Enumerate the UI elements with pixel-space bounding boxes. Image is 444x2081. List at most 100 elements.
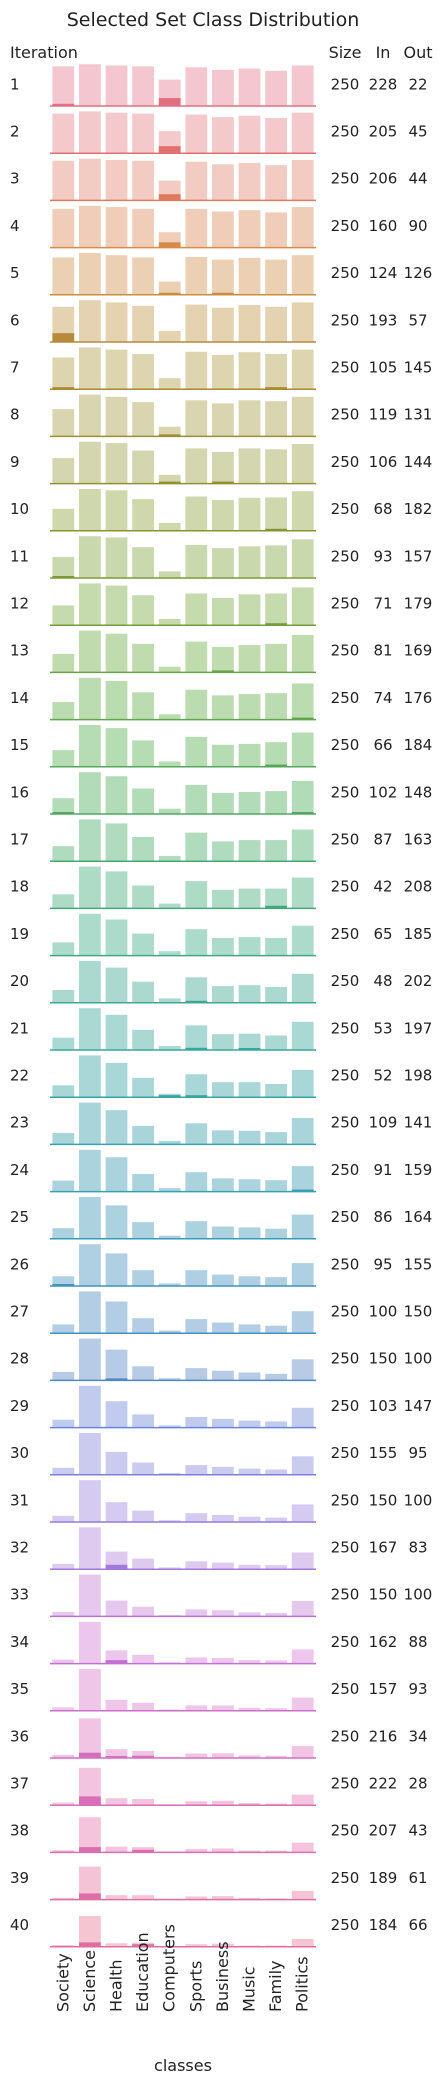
class-bar [265,742,287,767]
class-bar [238,888,261,909]
class-bar [132,837,154,862]
class-bar [291,1359,314,1381]
iteration-label: 36 [10,1727,29,1745]
class-bar [158,855,181,862]
out-value: 202 [404,972,433,990]
out-value: 155 [404,1255,433,1273]
class-bar [212,259,234,295]
iteration-row: 11 250 93 157 [10,536,432,579]
class-bar [185,1123,208,1145]
class-bar [212,1515,234,1522]
class-bar [132,1077,154,1098]
class-bar [79,1574,101,1617]
class-bar [79,1433,101,1475]
class-bar [265,1660,287,1664]
class-bar [212,986,234,1003]
size-value: 250 [331,972,360,990]
class-bar [238,210,261,248]
selected-bar [265,905,287,909]
class-bar [212,1896,234,1900]
category-label: Science [80,1950,99,2012]
class-bar [238,1033,261,1050]
iteration-label: 37 [10,1775,29,1793]
class-bar [105,871,128,909]
class-bar [265,1612,287,1617]
selected-bar [158,1095,181,1098]
iteration-label: 40 [10,1916,29,1934]
selected-bar [185,1095,208,1098]
class-bar [265,401,287,437]
class-bar [158,761,181,767]
size-value: 250 [331,1067,360,1085]
class-bar [132,499,154,531]
class-bar [158,426,181,437]
class-bar [52,1133,75,1145]
class-bar [79,1916,101,1947]
selected-bar [265,387,287,390]
class-bar [212,1705,234,1711]
class-bar [291,732,314,767]
class-bar [185,1025,208,1050]
class-bar [132,740,154,767]
out-value: 28 [408,1775,427,1793]
size-value: 250 [331,1161,360,1179]
class-bar [52,750,75,767]
class-bar [265,1421,287,1428]
class-bar [265,1035,287,1050]
class-bar [212,354,234,390]
class-bar [212,1753,234,1758]
iteration-row: 8 250 119 131 [10,394,432,438]
class-bar [79,536,101,578]
class-bar [158,1188,181,1192]
class-bar [291,973,314,1003]
class-bar [52,1037,75,1050]
class-bar [291,1601,314,1617]
selected-bar [79,1796,101,1806]
iteration-label: 21 [10,1019,29,1037]
class-bar [265,1850,287,1853]
class-bar [158,331,181,342]
class-bar [265,1708,287,1711]
class-bar [79,1866,101,1900]
size-value: 250 [331,1114,360,1132]
class-bar [238,743,261,767]
class-bar [132,1558,154,1570]
iteration-label: 14 [10,689,29,707]
class-bar [291,1552,314,1570]
class-bar [158,571,181,578]
selected-bar [291,812,314,814]
class-bar [105,1301,128,1334]
class-bar [291,1118,314,1145]
class-bar [265,1228,287,1239]
size-value: 250 [331,170,360,188]
in-value: 65 [373,925,392,943]
iteration-label: 30 [10,1444,29,1462]
class-bar [79,961,101,1003]
class-bar [132,595,154,626]
class-bar [212,1178,234,1192]
class-bar [291,1504,314,1522]
class-bar [79,725,101,767]
iteration-header: Iteration [10,43,78,62]
class-bar [212,117,234,154]
out-value: 169 [404,642,433,660]
in-value: 157 [369,1680,398,1698]
class-bar [185,593,208,626]
class-bar [79,347,101,390]
class-bar [185,1368,208,1381]
iteration-row: 30 250 155 95 [10,1433,428,1476]
class-bar [52,894,75,909]
iteration-label: 27 [10,1303,29,1321]
in-value: 150 [369,1350,398,1368]
selected-bar [79,1752,101,1758]
class-bar [265,840,287,862]
class-bar [265,306,287,342]
iteration-label: 28 [10,1350,29,1368]
iteration-row: 40 250 184 66 [10,1916,428,1948]
class-bar [79,1244,101,1286]
class-bar [238,68,261,106]
out-value: 44 [408,170,427,188]
class-bar [52,556,75,578]
class-bar [212,1274,234,1286]
category-tick-labels: Society Science Health Education Computers Sp… [53,1924,311,2012]
